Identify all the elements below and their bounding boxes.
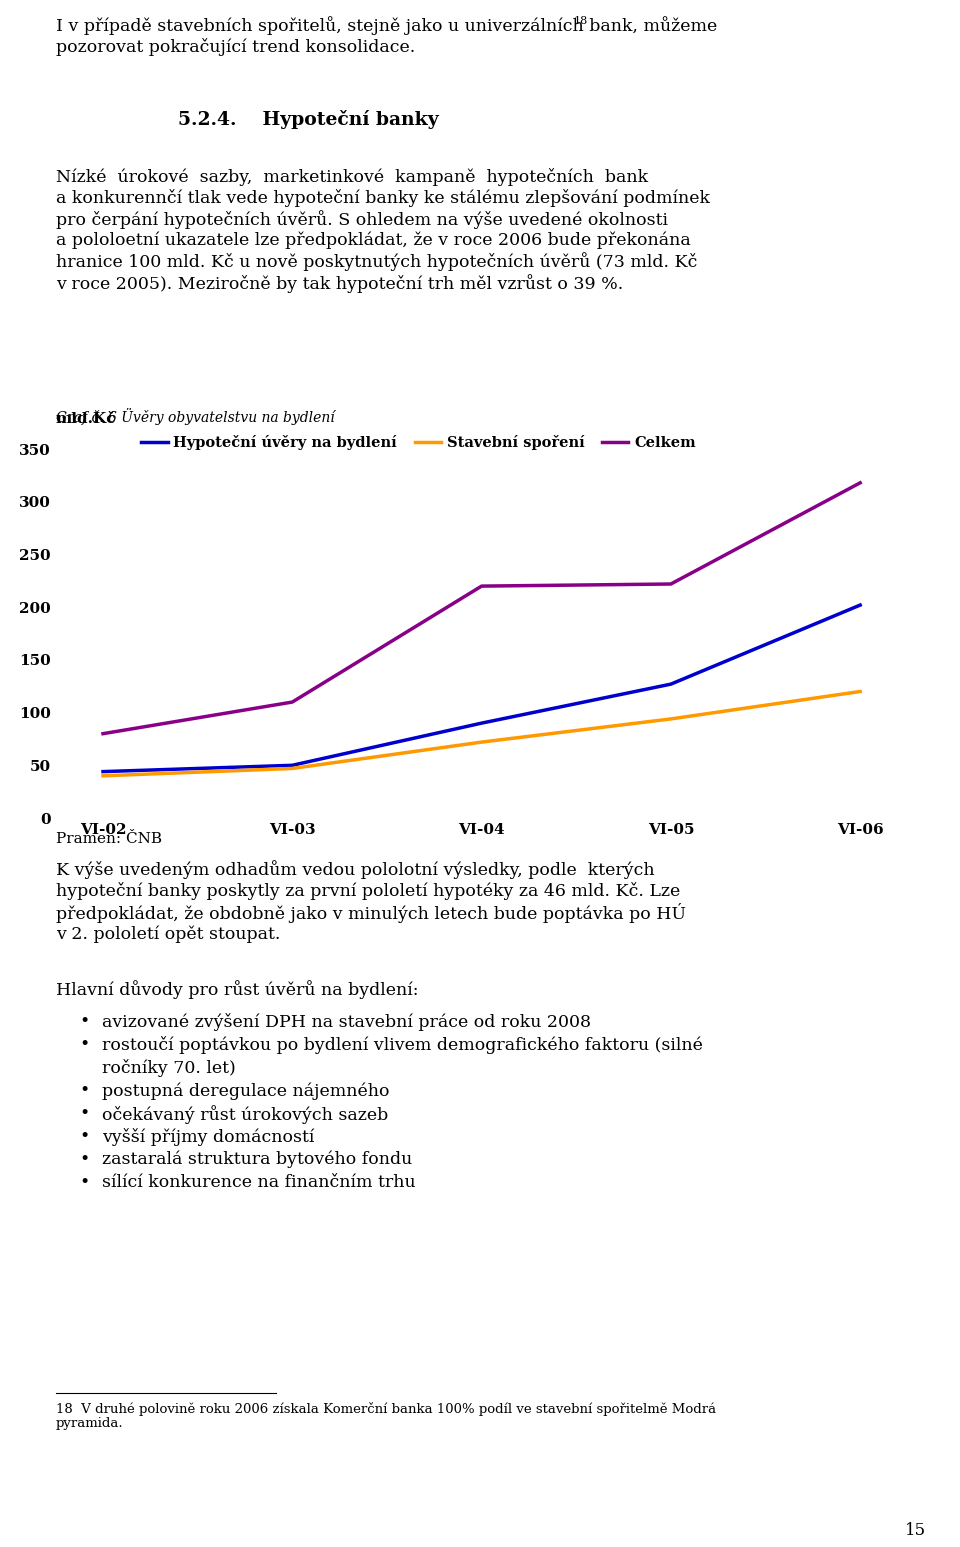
Text: sílící konkurence na finančním trhu: sílící konkurence na finančním trhu bbox=[102, 1174, 416, 1191]
Text: •: • bbox=[80, 1151, 90, 1168]
Legend: Hypoteční úvěry na bydlení, Stavební spoření, Celkem: Hypoteční úvěry na bydlení, Stavební spo… bbox=[141, 435, 696, 450]
Text: •: • bbox=[80, 1105, 90, 1122]
Text: pyramida.: pyramida. bbox=[56, 1417, 123, 1429]
Text: vyšší příjmy domácností: vyšší příjmy domácností bbox=[102, 1128, 314, 1146]
Text: 15: 15 bbox=[905, 1522, 926, 1539]
Text: Pramen: ČNB: Pramen: ČNB bbox=[56, 832, 161, 846]
Text: zastaralá struktura bytového fondu: zastaralá struktura bytového fondu bbox=[102, 1151, 412, 1168]
Text: očekávaný růst úrokových sazeb: očekávaný růst úrokových sazeb bbox=[102, 1105, 388, 1125]
Text: Graf č. 6 Üvěry obyvatelstvu na bydlení: Graf č. 6 Üvěry obyvatelstvu na bydlení bbox=[56, 408, 334, 425]
Text: 18  V druhé polovině roku 2006 získala Komerční banka 100% podíl ve stavební spo: 18 V druhé polovině roku 2006 získala Ko… bbox=[56, 1402, 716, 1416]
Text: 18: 18 bbox=[574, 15, 588, 26]
Text: K výše uvedeným odhadům vedou pololotní výsledky, podle  kterých
hypoteční banky: K výše uvedeným odhadům vedou pololotní … bbox=[56, 860, 685, 944]
Text: ročníky 70. let): ročníky 70. let) bbox=[102, 1060, 235, 1077]
Text: •: • bbox=[80, 1128, 90, 1145]
Text: I v případě stavebních spořitelů, stejně jako u univerzálních bank, můžeme
pozor: I v případě stavebních spořitelů, stejně… bbox=[56, 15, 717, 56]
Text: postupná deregulace nájemného: postupná deregulace nájemného bbox=[102, 1081, 389, 1100]
Text: 5.2.4.    Hypoteční banky: 5.2.4. Hypoteční banky bbox=[178, 110, 439, 128]
Text: Nízké  úrokové  sazby,  marketinkové  kampaně  hypotečních  bank
a konkurennčí t: Nízké úrokové sazby, marketinkové kampan… bbox=[56, 169, 709, 292]
Text: avizované zvýšení DPH na stavební práce od roku 2008: avizované zvýšení DPH na stavební práce … bbox=[102, 1013, 590, 1030]
Text: •: • bbox=[80, 1036, 90, 1054]
Text: rostoučí poptávkou po bydlení vlivem demografického faktoru (silné: rostoučí poptávkou po bydlení vlivem dem… bbox=[102, 1036, 703, 1054]
Text: Hlavní důvody pro růst úvěrů na bydlení:: Hlavní důvody pro růst úvěrů na bydlení: bbox=[56, 979, 419, 999]
Text: •: • bbox=[80, 1081, 90, 1098]
Text: •: • bbox=[80, 1174, 90, 1191]
Text: mld.Kč: mld.Kč bbox=[56, 412, 116, 425]
Text: •: • bbox=[80, 1013, 90, 1030]
